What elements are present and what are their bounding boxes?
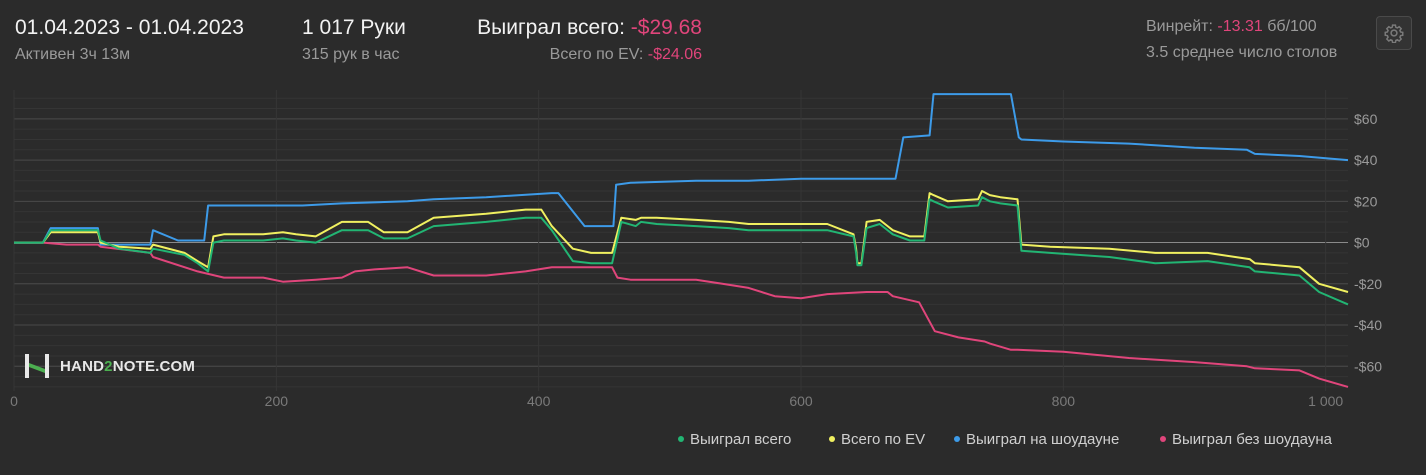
legend-label-showdown: Выиграл на шоудауне [966, 431, 1120, 448]
y-tick-label: $60 [1354, 111, 1378, 127]
y-tick-label: $20 [1354, 193, 1378, 209]
x-tick-label: 400 [527, 393, 551, 409]
x-tick-label: 600 [789, 393, 813, 409]
won-total-label: Выиграл всего: [477, 16, 625, 39]
logo-text-note: NOTE.COM [112, 357, 196, 375]
x-tick-label: 800 [1052, 393, 1076, 409]
hand2note-logo-icon [25, 354, 49, 378]
legend-label-nonshowdown: Выиграл без шоудауна [1172, 431, 1332, 448]
y-tick-label: $0 [1354, 235, 1370, 251]
legend-item-nonshowdown[interactable]: Выиграл без шоудауна [1160, 431, 1332, 448]
x-tick-label: 200 [265, 393, 289, 409]
settings-button[interactable] [1376, 16, 1412, 50]
x-tick-label: 1 000 [1308, 393, 1343, 409]
legend-item-ev[interactable]: Всего по EV [829, 431, 925, 448]
ev-total: Всего по EV: -$24.06 [550, 46, 702, 64]
x-tick-label: 0 [10, 393, 18, 409]
legend-label-won: Выиграл всего [690, 431, 792, 448]
legend-dot-won [678, 436, 684, 443]
ev-total-value: -$24.06 [647, 46, 702, 63]
legend-item-showdown[interactable]: Выиграл на шоудауне [954, 431, 1119, 448]
y-axis-ticks: $60 $40 $20 $0 -$20 -$40 -$60 [1354, 111, 1382, 374]
legend-label-ev: Всего по EV [841, 431, 926, 448]
gear-icon [1384, 24, 1404, 43]
hands-per-hour: 315 рук в час [302, 46, 400, 63]
won-total: Выиграл всего: -$29.68 [477, 16, 702, 40]
series-line-won [14, 196, 1349, 306]
series-line-showdown [14, 93, 1349, 246]
x-axis-ticks: 0 200 400 600 800 1 000 [10, 393, 1343, 409]
hand2note-logo: HAND2NOTE.COM [22, 348, 202, 384]
series-line-ev [14, 190, 1349, 293]
logo-text-hand: HAND [60, 357, 105, 375]
legend-dot-showdown [954, 436, 960, 443]
logo-text-two: 2 [104, 357, 113, 375]
hands-count: 1 017 Руки [302, 16, 406, 39]
chart-grid [13, 90, 1348, 391]
y-tick-label: -$60 [1354, 358, 1382, 374]
legend-dot-nonshowdown [1160, 436, 1166, 443]
average-tables: 3.5 среднее число столов [1146, 44, 1338, 61]
active-time: Активен 3ч 13м [15, 46, 131, 63]
series-line-nonshowdown [14, 241, 1349, 388]
winrate-label: Винрейт: [1146, 18, 1213, 35]
chart-series [14, 93, 1349, 388]
y-tick-label: -$20 [1354, 276, 1382, 292]
winrate: Винрейт: -13.31 бб/100 [1146, 18, 1317, 36]
legend-item-won[interactable]: Выиграл всего [678, 431, 791, 448]
y-tick-label: $40 [1354, 152, 1378, 168]
winrate-value: -13.31 [1217, 18, 1263, 35]
date-range: 01.04.2023 - 01.04.2023 [15, 16, 244, 39]
ev-total-label: Всего по EV: [549, 46, 644, 63]
y-tick-label: -$40 [1354, 317, 1382, 333]
legend-dot-ev [829, 436, 835, 443]
winrate-unit: бб/100 [1267, 18, 1317, 35]
won-total-value: -$29.68 [630, 16, 702, 39]
